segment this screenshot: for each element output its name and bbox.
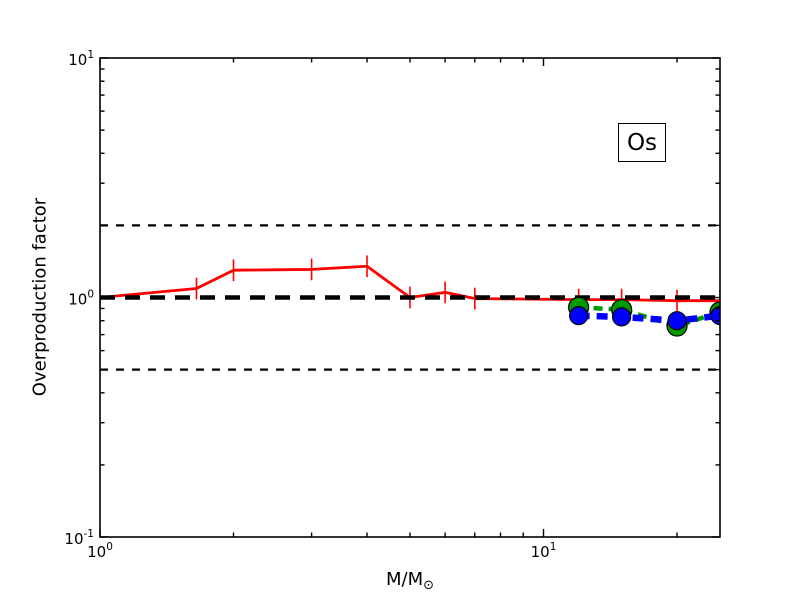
tick-label: 101 [531, 541, 557, 561]
legend-box: Os [618, 123, 666, 162]
x-axis-label-text: M/M [385, 569, 424, 590]
dashed-blue-massive-star-models-group [569, 306, 720, 331]
y-axis-label: Overproduction factor [29, 197, 51, 397]
data-layer [100, 224, 720, 371]
sun-symbol: ⊙ [423, 578, 435, 593]
series-line-solid-red-models-with-error-bars [100, 264, 720, 303]
tick-label: 101 [68, 49, 94, 69]
data-point-marker [667, 311, 687, 331]
series-line-dashed-green-massive-star-models [578, 305, 720, 329]
legend-label: Os [626, 129, 658, 156]
x-axis-label: M/M⊙ [386, 569, 434, 593]
tick-label: 100 [87, 541, 113, 561]
tick-label: 100 [68, 289, 94, 309]
data-point-marker [569, 306, 589, 326]
data-point-marker [612, 307, 632, 327]
series-line-dashed-blue-massive-star-models [578, 312, 720, 324]
